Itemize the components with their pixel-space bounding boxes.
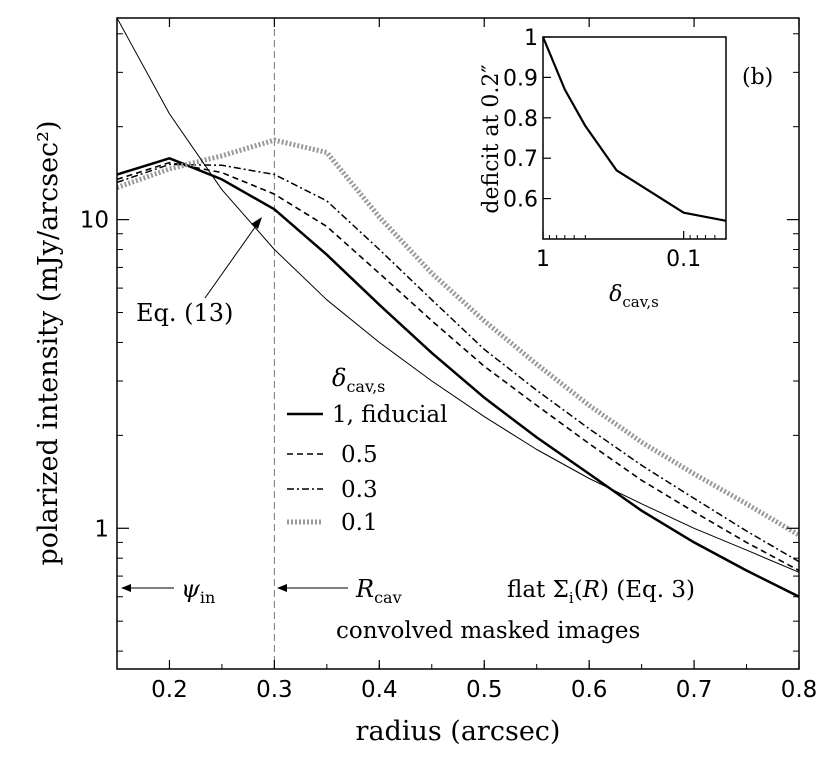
series-line-5: [117, 18, 799, 573]
eq13-label: Eq. (13): [136, 299, 233, 327]
y-tick-label: 10: [80, 208, 109, 234]
inset-y-tick-label: 0.9: [503, 66, 538, 91]
inset-series-line: [541, 36, 727, 222]
main-ticks: 0.2 0.3 0.4 0.5 0.6 0.7 0.8 1 10: [80, 18, 818, 703]
r-cav-label: Rcav: [355, 575, 402, 607]
x-tick-label: 0.6: [571, 677, 608, 703]
psi-in-label: ψin: [181, 575, 215, 607]
flat-sigma-label: flat Σi(R) (Eq. 3): [507, 577, 695, 607]
inset-y-axis-label: deficit at 0.2″: [479, 64, 504, 213]
inset-series-group: [541, 36, 727, 222]
inset-panel-label: (b): [742, 65, 773, 90]
legend-title: δcav,s: [332, 364, 385, 396]
inset-x-axis-label: δcav,s: [609, 282, 659, 311]
inset-frame: [542, 36, 727, 240]
inset-x-tick-label: 1: [536, 247, 550, 272]
psi-in-arrowhead: [121, 584, 131, 592]
inset-y-tick-label: 0.7: [503, 147, 538, 172]
inset-x-tick-label: 0.1: [666, 247, 701, 272]
convolved-label: convolved masked images: [336, 618, 640, 644]
legend-entry-0.3: 0.3: [341, 477, 378, 503]
x-tick-label: 0.3: [256, 677, 293, 703]
x-axis-label: radius (arcsec): [356, 716, 561, 747]
legend-entry-0.5: 0.5: [341, 442, 378, 468]
x-tick-label: 0.4: [361, 677, 398, 703]
y-tick-label: 1: [94, 516, 109, 542]
inset-y-tick-label: 1: [524, 26, 538, 51]
x-tick-label: 0.8: [781, 677, 818, 703]
x-tick-label: 0.7: [676, 677, 713, 703]
eq13-arrow: [204, 222, 259, 299]
legend: δcav,s 1, fiducial 0.5 0.3 0.1: [287, 364, 447, 536]
inset-background: [543, 37, 726, 239]
legend-entry-0.1: 0.1: [341, 510, 378, 536]
series-line-1: [117, 157, 799, 598]
series-line-2: [117, 161, 799, 572]
x-tick-label: 0.5: [466, 677, 503, 703]
inset-y-tick-label: 0.8: [503, 107, 538, 132]
main-series-group: [117, 18, 799, 669]
inset-plot: 1 0.1 0.6 0.7 0.8 0.9 1 (b) deficit at 0.2″ δc…: [479, 26, 773, 311]
legend-entry-fiducial: 1, fiducial: [332, 402, 447, 428]
series-line-4: [117, 137, 799, 538]
y-axis-label: polarized intensity (mJy/arcsec²): [33, 120, 64, 565]
main-plot-frame: [116, 17, 800, 670]
inset-y-tick-label: 0.6: [503, 188, 538, 213]
x-tick-label: 0.2: [151, 677, 188, 703]
series-line-3: [117, 163, 799, 563]
inset-ticks: 1 0.1 0.6 0.7 0.8 0.9 1: [503, 26, 727, 272]
r-cav-arrowhead: [277, 584, 287, 592]
eq13-arrowhead: [251, 217, 262, 229]
